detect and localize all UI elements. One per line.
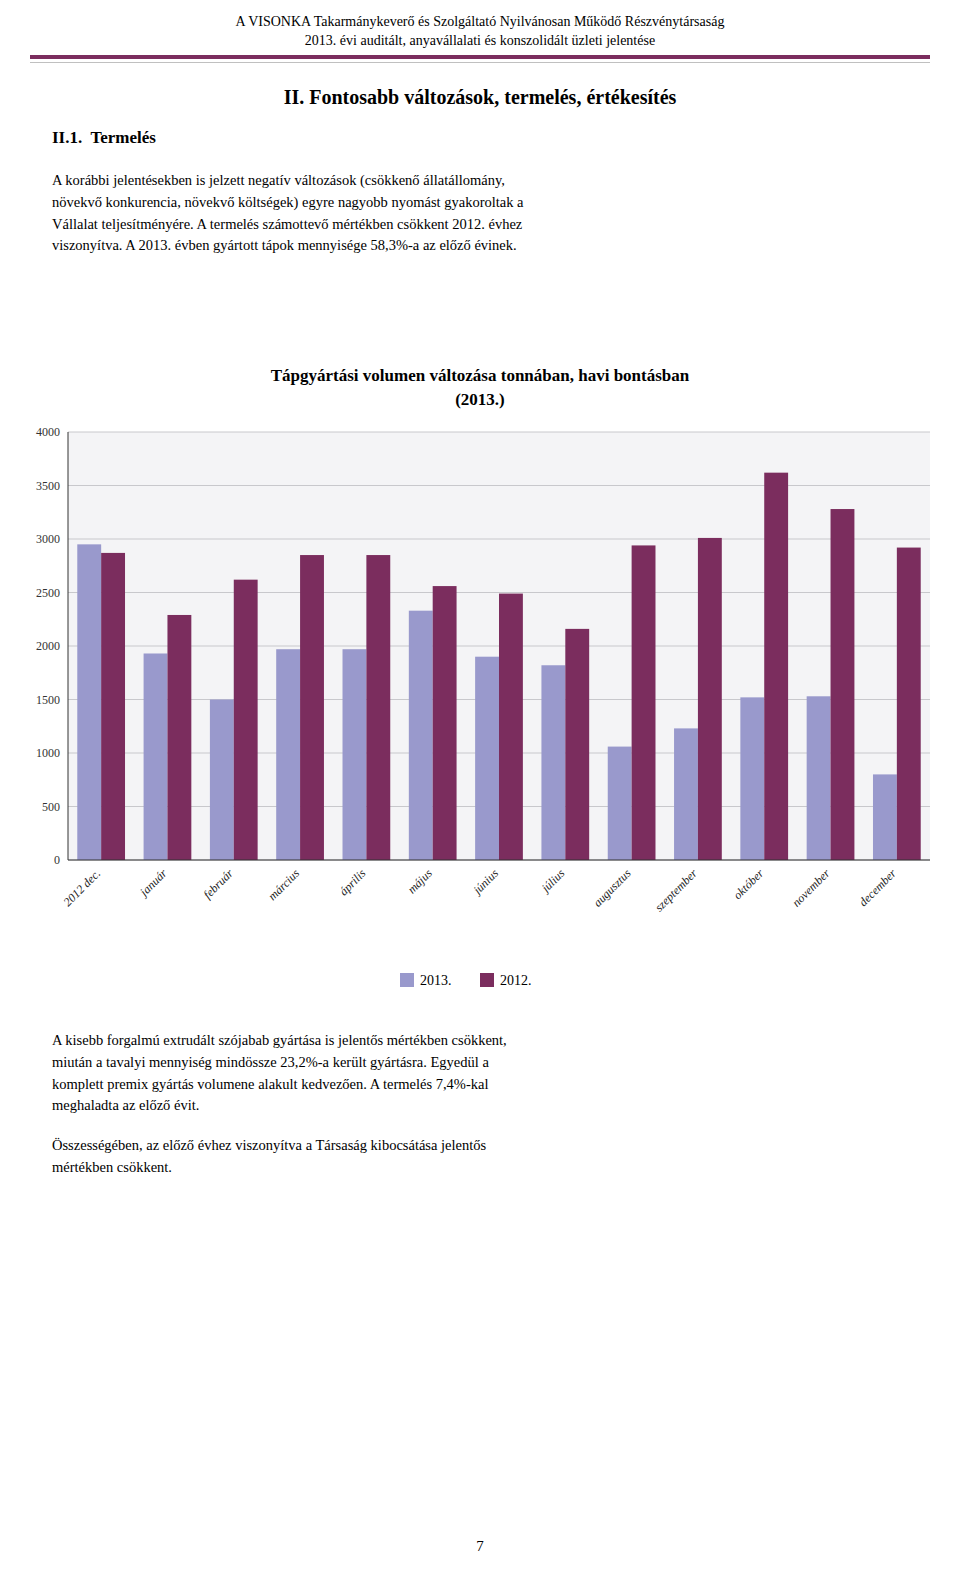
y-tick-label: 500 bbox=[42, 800, 60, 814]
y-tick-label: 2500 bbox=[36, 586, 60, 600]
chart-title: Tápgyártási volumen változása tonnában, … bbox=[0, 366, 960, 386]
x-tick-label: 2012 dec. bbox=[60, 866, 103, 909]
plot-area bbox=[68, 432, 930, 860]
header: A VISONKA Takarmánykeverő és Szolgáltató… bbox=[0, 14, 960, 30]
x-tick-label: december bbox=[856, 866, 899, 909]
page: {"header": ["A VISONKA Takarmánykeverő é… bbox=[0, 0, 960, 1584]
bar bbox=[873, 774, 897, 860]
x-tick-label: március bbox=[265, 866, 302, 903]
bar bbox=[541, 665, 565, 860]
legend-label: 2012. bbox=[500, 973, 532, 988]
chart: 0 500 1000 1500 2000 2500 3000 3500 4000 2012 dec… bbox=[0, 420, 960, 1010]
grid-line bbox=[68, 860, 930, 861]
x-axis bbox=[68, 860, 930, 861]
header: 2013. évi auditált, anyavállalati és kon… bbox=[0, 33, 960, 49]
bar bbox=[210, 700, 234, 861]
y-tick-label: 4000 bbox=[36, 425, 60, 439]
body-text: A korábbi jelentésekben is jelzett negat… bbox=[52, 170, 912, 257]
bar bbox=[831, 509, 855, 860]
grid-line bbox=[68, 539, 930, 540]
subsection-title: II.1. Termelés bbox=[52, 128, 156, 148]
bar bbox=[897, 548, 921, 860]
x-tick-label: november bbox=[789, 866, 833, 910]
x-tick-label: február bbox=[201, 866, 237, 902]
x-tick-label: június bbox=[469, 866, 501, 898]
bar bbox=[674, 728, 698, 860]
bar bbox=[144, 653, 168, 860]
legend-label: 2013. bbox=[420, 973, 452, 988]
y-tick-label: 0 bbox=[54, 853, 60, 867]
bar bbox=[77, 544, 101, 860]
bar bbox=[300, 555, 324, 860]
x-tick-label: július bbox=[537, 866, 567, 896]
section-title: II. Fontosabb változások, termelés, érté… bbox=[0, 86, 960, 109]
page-number: 7 bbox=[0, 1538, 960, 1555]
x-tick-label: április bbox=[336, 866, 368, 898]
bar bbox=[565, 629, 589, 860]
bar bbox=[608, 747, 632, 860]
body-text: A kisebb forgalmú extrudált szójabab gyá… bbox=[52, 1030, 912, 1117]
x-tick-label: október bbox=[731, 866, 767, 902]
bar bbox=[764, 473, 788, 860]
legend: 2013. 2012. bbox=[400, 973, 532, 988]
legend-swatch bbox=[400, 973, 414, 987]
legend-swatch bbox=[480, 973, 494, 987]
bar bbox=[740, 697, 764, 860]
bar bbox=[499, 594, 523, 860]
x-tick-label: augusztus bbox=[590, 866, 634, 910]
bar bbox=[366, 555, 390, 860]
bar bbox=[433, 586, 457, 860]
y-tick-label: 1000 bbox=[36, 746, 60, 760]
y-tick-label: 1500 bbox=[36, 693, 60, 707]
bar bbox=[101, 553, 125, 860]
bar bbox=[475, 657, 499, 860]
chart-subtitle: (2013.) bbox=[0, 390, 960, 410]
bar bbox=[276, 649, 300, 860]
y-tick-label: 2000 bbox=[36, 639, 60, 653]
x-tick-label: január bbox=[136, 866, 170, 900]
body-text: Összességében, az előző évhez viszonyítv… bbox=[52, 1135, 912, 1179]
bar bbox=[167, 615, 191, 860]
bar bbox=[234, 580, 258, 860]
separator bbox=[30, 55, 930, 59]
bar bbox=[807, 696, 831, 860]
grid bbox=[68, 432, 930, 860]
y-tick-label: 3000 bbox=[36, 532, 60, 546]
separator bbox=[30, 62, 930, 63]
bar bbox=[698, 538, 722, 860]
grid-line bbox=[68, 432, 930, 433]
bar bbox=[409, 611, 433, 860]
y-tick-label: 3500 bbox=[36, 479, 60, 493]
bars bbox=[77, 473, 920, 860]
x-tick-label: május bbox=[405, 866, 435, 896]
grid-line bbox=[68, 485, 930, 486]
bar bbox=[632, 545, 656, 860]
y-axis bbox=[68, 432, 69, 860]
grid-line bbox=[68, 592, 930, 593]
x-tick-label: szeptember bbox=[652, 866, 700, 914]
bar bbox=[343, 649, 367, 860]
